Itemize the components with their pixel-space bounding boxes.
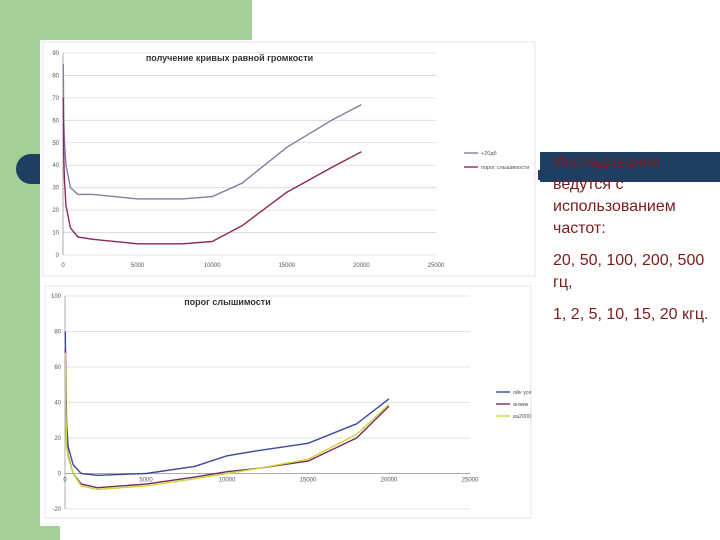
chart-2-y-tick-label: 20 xyxy=(54,436,61,442)
chart-1-x-tick-label: 20000 xyxy=(353,263,370,269)
chart-panel: 0 10 20 30 40 50 60 70 80 90 0 5000 10000 15000 20000 2… xyxy=(40,40,538,526)
chart-1-y-tick-label: 10 xyxy=(52,231,59,237)
chart-1-x-tick-label: 5000 xyxy=(131,263,145,269)
chart-2-border xyxy=(44,285,532,519)
side-text: Исследования ведутся с использованием ча… xyxy=(553,152,718,336)
chart-2-y-tick-label: 60 xyxy=(54,365,61,371)
chart-2-title: порог слышимости xyxy=(184,297,270,307)
decor-navy-band xyxy=(540,152,720,182)
chart-1-y-tick-label: 20 xyxy=(52,208,59,214)
chart-1-y-tick-label: 70 xyxy=(52,96,59,102)
chart-2-x-tick-label: 20000 xyxy=(381,478,398,484)
chart-1-x-tick-label: 15000 xyxy=(278,263,295,269)
chart-2-y-tick-label: 40 xyxy=(54,401,61,407)
chart-1-x-tick-label: 25000 xyxy=(428,263,445,269)
chart-1-series-line-1 xyxy=(62,64,362,200)
decor-green-top xyxy=(60,0,252,40)
chart-2-x-tick-label: 15000 xyxy=(300,478,317,484)
chart-1-title: получение кривых равной громкости xyxy=(146,53,313,63)
chart-2-y-tick-label: -20 xyxy=(52,507,61,513)
chart-2-series-line-2 xyxy=(64,349,390,489)
chart-1-x-tick-label: 0 xyxy=(61,263,65,269)
side-text-paragraph-1: Исследования ведутся с использованием ча… xyxy=(553,154,676,237)
chart-1-legend-label-1: +20дб xyxy=(481,151,497,157)
side-text-paragraph-3: 1, 2, 5, 10, 15, 20 кгц. xyxy=(553,306,709,323)
chart-1-y-tick-label: 0 xyxy=(56,253,60,259)
chart-1-border xyxy=(42,41,536,277)
chart-2-y-tick-label: 0 xyxy=(58,472,62,478)
side-text-paragraph-2: 20, 50, 100, 200, 500 гц, xyxy=(553,252,705,291)
chart-1-series-line-2 xyxy=(62,97,362,245)
chart-2-series-line-3 xyxy=(64,352,390,491)
chart-2-legend-label-2: анжик xyxy=(513,402,529,408)
chart-2-series-line-1 xyxy=(64,331,390,476)
chart-2-x-tick-label: 10000 xyxy=(219,478,236,484)
chart-1-y-tick-label: 40 xyxy=(52,163,59,169)
chart-1-y-tick-label: 80 xyxy=(52,73,59,79)
chart-2-y-tick-label: 100 xyxy=(51,294,62,300)
chart-1-x-tick-label: 10000 xyxy=(204,263,221,269)
chart-2-x-tick-label: 25000 xyxy=(462,478,479,484)
chart-2-legend-label-3: ва2000 xyxy=(513,414,531,420)
chart-2-x-tick-label: 0 xyxy=(63,478,67,484)
chart-1-y-tick-label: 50 xyxy=(52,141,59,147)
chart-1-y-tick-label: 30 xyxy=(52,186,59,192)
chart-1-legend-label-2: порог слышимости xyxy=(481,165,529,171)
chart-1-y-tick-label: 90 xyxy=(52,51,59,57)
chart-2-x-tick-label: 5000 xyxy=(139,478,153,484)
chart-2-legend-label-1: ойк усе xyxy=(513,389,532,396)
chart-1-y-tick-label: 60 xyxy=(52,118,59,124)
chart-2-y-tick-label: 80 xyxy=(54,330,61,336)
